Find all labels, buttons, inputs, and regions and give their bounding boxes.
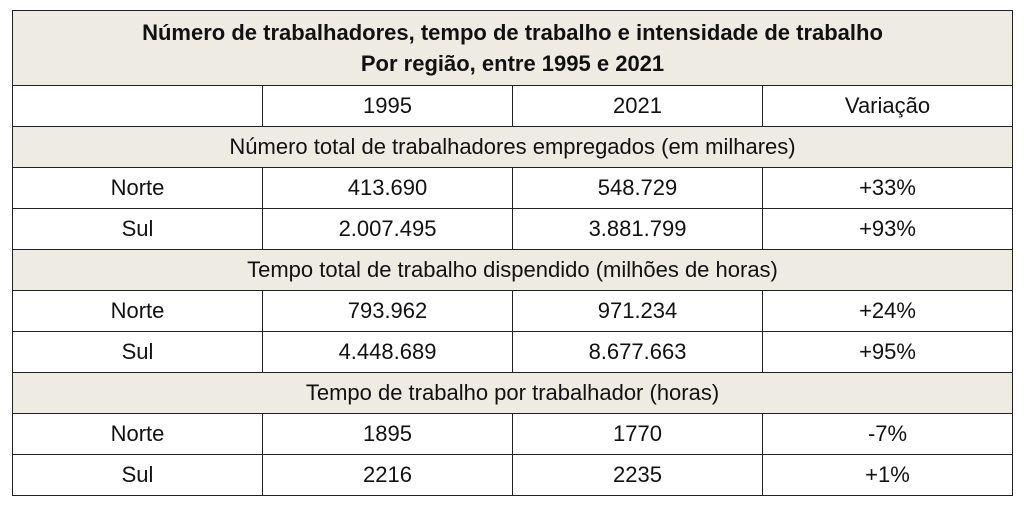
data-row: Sul 2216 2235 +1% — [12, 454, 1014, 496]
section-heading: Tempo total de trabalho dispendido (milh… — [11, 249, 1014, 291]
column-header: Variação — [761, 85, 1014, 127]
value-cell: +1% — [761, 454, 1014, 496]
value-cell: 413.690 — [262, 167, 513, 209]
column-header: 1995 — [262, 85, 513, 127]
region-cell: Sul — [12, 331, 263, 373]
data-row: Norte 1895 1770 -7% — [12, 413, 1014, 455]
region-cell: Norte — [12, 290, 263, 332]
value-cell: 2216 — [262, 454, 513, 496]
title-cell: Número de trabalhadores, tempo de trabal… — [11, 10, 1014, 86]
value-cell: +33% — [761, 167, 1014, 209]
section-heading: Tempo de trabalho por trabalhador (horas… — [11, 372, 1014, 414]
section-row: Número total de trabalhadores empregados… — [11, 126, 1014, 168]
header-row: 1995 2021 Variação — [12, 85, 1014, 127]
data-row: Sul 4.448.689 8.677.663 +95% — [12, 331, 1014, 373]
value-cell: +93% — [761, 208, 1014, 250]
value-cell: 1770 — [512, 413, 763, 455]
region-cell: Norte — [12, 167, 263, 209]
data-table: Número de trabalhadores, tempo de trabal… — [11, 10, 1014, 496]
data-row: Norte 413.690 548.729 +33% — [12, 167, 1014, 209]
title-row: Número de trabalhadores, tempo de trabal… — [11, 10, 1014, 86]
table-body: Número de trabalhadores, tempo de trabal… — [11, 10, 1014, 496]
value-cell: -7% — [761, 413, 1014, 455]
data-row: Norte 793.962 971.234 +24% — [12, 290, 1014, 332]
section-row: Tempo total de trabalho dispendido (milh… — [11, 249, 1014, 291]
value-cell: 793.962 — [262, 290, 513, 332]
column-header: 2021 — [512, 85, 763, 127]
subtitle: Por região, entre 1995 e 2021 — [360, 51, 665, 76]
section-heading: Número total de trabalhadores empregados… — [11, 126, 1014, 168]
value-cell: 1895 — [262, 413, 513, 455]
value-cell: 971.234 — [512, 290, 763, 332]
value-cell: 4.448.689 — [262, 331, 513, 373]
value-cell: 3.881.799 — [512, 208, 763, 250]
region-cell: Norte — [12, 413, 263, 455]
value-cell: 2235 — [512, 454, 763, 496]
region-cell: Sul — [12, 208, 263, 250]
data-row: Sul 2.007.495 3.881.799 +93% — [12, 208, 1014, 250]
value-cell: +24% — [761, 290, 1014, 332]
title: Número de trabalhadores, tempo de trabal… — [142, 20, 883, 45]
region-cell: Sul — [12, 454, 263, 496]
section-row: Tempo de trabalho por trabalhador (horas… — [11, 372, 1014, 414]
value-cell: 2.007.495 — [262, 208, 513, 250]
value-cell: +95% — [761, 331, 1014, 373]
value-cell: 8.677.663 — [512, 331, 763, 373]
value-cell: 548.729 — [512, 167, 763, 209]
header-cell — [12, 85, 263, 127]
